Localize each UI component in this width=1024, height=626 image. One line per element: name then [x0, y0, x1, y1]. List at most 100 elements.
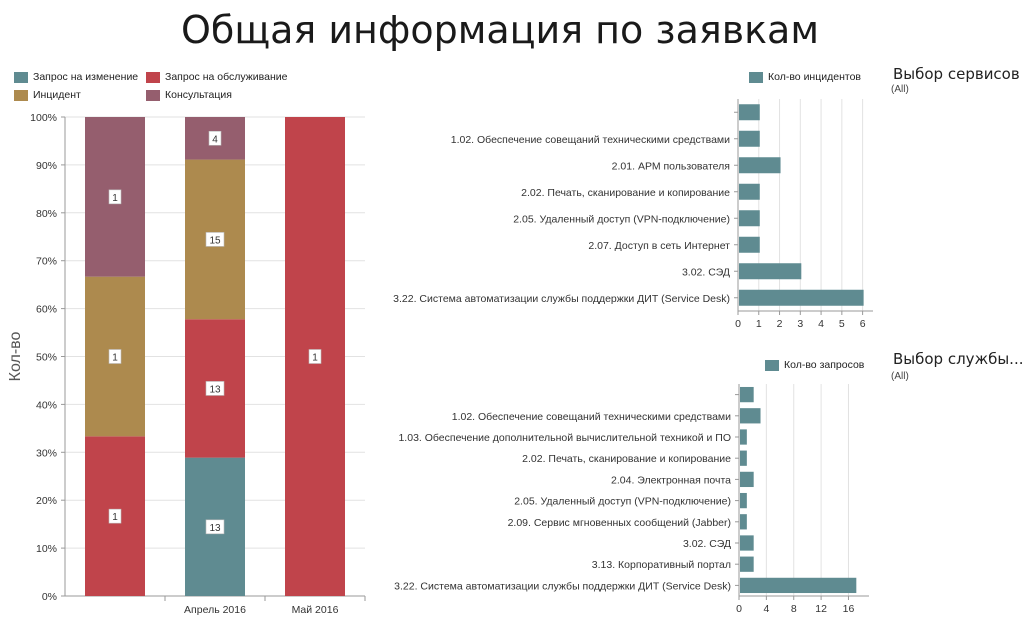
swatch-incidents	[749, 71, 763, 83]
bar	[740, 471, 754, 488]
data-label: 15	[209, 235, 221, 246]
category-label: 3.02. СЭД	[683, 538, 731, 550]
data-label: 1	[112, 353, 118, 364]
bar	[740, 450, 747, 466]
x-tick-label: 2	[777, 318, 783, 330]
service-desk-filter-title[interactable]: Выбор службы...	[893, 350, 1024, 368]
category-label: 2.01. АРМ пользователя	[612, 160, 730, 172]
category-label: 3.02. СЭД	[682, 266, 730, 278]
data-label-box	[108, 189, 122, 205]
category-label: 3.22. Система автоматизации службы подде…	[393, 293, 730, 305]
services-filter-title[interactable]: Выбор сервисов	[893, 65, 1020, 83]
category-label: 1.02. Обеспечение совещаний техническими…	[451, 134, 730, 146]
bar	[740, 577, 857, 594]
category-label: 2.05. Удаленный доступ (VPN-подключение)	[514, 496, 731, 508]
bar	[740, 514, 747, 530]
service-desk-filter-value[interactable]: (All)	[891, 371, 909, 382]
legend-item-requests-count[interactable]: Кол-во запросов	[765, 359, 864, 371]
category-label: 2.04. Электронная почта	[611, 474, 731, 486]
bar	[739, 263, 802, 280]
x-tick-label: 5	[839, 318, 845, 330]
data-label-box	[205, 519, 225, 535]
bar	[739, 210, 760, 227]
x-tick-label: 16	[843, 603, 855, 615]
bar	[740, 408, 761, 424]
category-label: 2.02. Печать, сканирование и копирование	[521, 187, 730, 199]
x-tick-label: 3	[797, 318, 803, 330]
legend-label: Инцидент	[33, 89, 81, 101]
legend-item-incidents-count[interactable]: Кол-во инцидентов	[749, 71, 861, 83]
data-label-box	[205, 232, 225, 247]
x-tick-label: 4	[818, 318, 824, 330]
x-tick-label: 0	[735, 318, 741, 330]
x-tick-label: Апрель 2016	[184, 604, 246, 616]
swatch-requests	[765, 359, 779, 371]
data-label: 1	[112, 193, 118, 204]
legend-item-service-request[interactable]: Запрос на обслуживание	[146, 71, 287, 83]
category-label: 3.22. Система автоматизации службы подде…	[394, 580, 731, 592]
category-label: 3.13. Корпоративный портал	[592, 559, 731, 571]
requests-by-service-chart: 0 4 8 12 16 1.02. Обеспечение совещаний техни…	[394, 384, 869, 615]
y-tick-label: 90%	[36, 160, 57, 172]
category-label: 2.07. Доступ в сеть Интернет	[588, 240, 730, 252]
x-tick-label: 1	[756, 318, 762, 330]
data-label-box	[308, 349, 322, 364]
category-label: 1.02. Обеспечение совещаний техническими…	[452, 411, 731, 423]
y-tick-label: 100%	[30, 112, 57, 124]
bar	[739, 130, 760, 147]
data-label: 1	[112, 512, 118, 523]
y-tick-label: 20%	[36, 495, 57, 507]
legend-item-change-request[interactable]: Запрос на изменение	[14, 71, 138, 83]
bar	[740, 556, 754, 572]
swatch-service-request	[146, 71, 160, 83]
swatch-consultation	[146, 89, 160, 101]
legend-label: Запрос на изменение	[33, 71, 139, 83]
y-tick-label: 50%	[36, 352, 57, 364]
bar	[739, 289, 864, 306]
bar	[739, 236, 760, 253]
legend-label: Кол-во запросов	[784, 359, 865, 371]
category-label: 2.09. Сервис мгновенных сообщений (Jabbe…	[508, 517, 731, 529]
bar	[739, 157, 781, 174]
y-tick-label: 80%	[36, 208, 57, 220]
stacked-percent-chart: 0% 10% 20% 30% 40% 50% 60% 70% 80% 90% 100% Кол-во 1…	[7, 112, 366, 616]
category-label: 1.03. Обеспечение дополнительной вычисли…	[398, 432, 731, 444]
data-label: 13	[209, 523, 221, 534]
y-tick-label: 40%	[36, 399, 57, 411]
page-title: Общая информация по заявкам	[180, 8, 820, 52]
bar	[740, 492, 747, 509]
services-filter-value[interactable]: (All)	[891, 84, 909, 95]
swatch-incident	[14, 89, 28, 101]
data-label-box	[205, 381, 225, 396]
x-tick-label: 0	[736, 603, 742, 615]
bar	[740, 429, 747, 445]
x-tick-label: 12	[815, 603, 827, 615]
legend-item-consultation[interactable]: Консультация	[146, 89, 232, 101]
x-tick-label: Май 2016	[292, 604, 339, 616]
data-label: 13	[209, 384, 221, 395]
incidents-by-service-chart: 0 1 2 3 4 5 6 1.02. Обеспечение совещаний техни…	[393, 99, 873, 330]
legend-item-incident[interactable]: Инцидент	[14, 89, 81, 101]
y-tick-label: 30%	[36, 447, 57, 459]
data-label-box	[108, 508, 122, 524]
legend-label: Запрос на обслуживание	[165, 71, 288, 83]
legend-label: Консультация	[165, 89, 232, 101]
data-label-box	[208, 130, 222, 146]
y-tick-label: 0%	[42, 591, 57, 603]
category-label: 2.05. Удаленный доступ (VPN-подключение)	[513, 213, 730, 225]
bar	[740, 535, 754, 551]
data-label-box	[108, 349, 122, 364]
bar	[739, 104, 760, 121]
category-label: 2.02. Печать, сканирование и копирование	[522, 453, 731, 465]
legend-label: Кол-во инцидентов	[768, 71, 861, 83]
y-tick-label: 10%	[36, 543, 57, 555]
y-tick-label: 60%	[36, 304, 57, 316]
x-tick-label: 4	[763, 603, 769, 615]
y-axis-title: Кол-во	[7, 332, 24, 382]
x-tick-label: 6	[860, 318, 866, 330]
swatch-change-request	[14, 71, 28, 83]
y-tick-label: 70%	[36, 256, 57, 268]
x-tick-label: 8	[791, 603, 797, 615]
data-label: 4	[212, 134, 218, 145]
data-label: 1	[312, 353, 318, 364]
